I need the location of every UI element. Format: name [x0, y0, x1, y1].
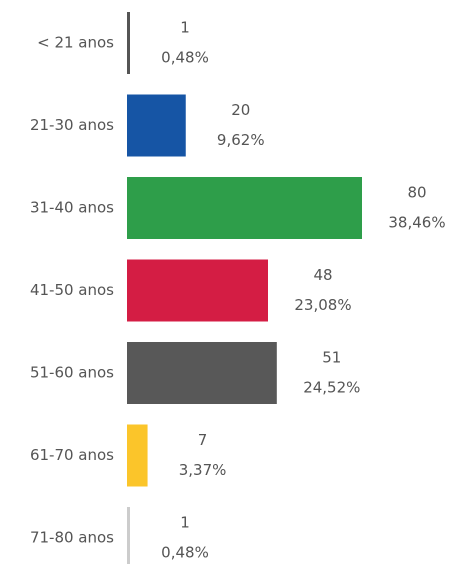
percent-label: 0,48%: [161, 49, 209, 67]
category-label: 31-40 anos: [30, 199, 114, 217]
bar: [127, 259, 268, 322]
category-label: 61-70 anos: [30, 446, 114, 464]
bar: [127, 177, 362, 239]
category-label: < 21 anos: [37, 34, 114, 52]
percent-label: 9,62%: [217, 131, 265, 149]
category-label: 21-30 anos: [30, 116, 114, 134]
percent-label: 0,48%: [161, 544, 209, 562]
value-label: 48: [313, 266, 332, 284]
category-label: 51-60 anos: [30, 364, 114, 382]
percent-label: 3,37%: [179, 461, 227, 479]
value-label: 1: [180, 514, 190, 532]
value-label: 1: [180, 19, 190, 37]
value-label: 7: [198, 431, 208, 449]
bar: [127, 12, 130, 74]
bar: [127, 507, 130, 564]
value-label: 20: [231, 101, 250, 119]
value-label: 51: [322, 349, 341, 367]
category-label: 71-80 anos: [30, 529, 114, 547]
category-label: 41-50 anos: [30, 281, 114, 299]
percent-label: 38,46%: [388, 214, 445, 232]
percent-label: 23,08%: [294, 296, 351, 314]
bar: [127, 342, 277, 404]
bar: [127, 424, 148, 487]
bar: [127, 94, 186, 157]
value-label: 80: [407, 184, 426, 202]
percent-label: 24,52%: [303, 379, 360, 397]
